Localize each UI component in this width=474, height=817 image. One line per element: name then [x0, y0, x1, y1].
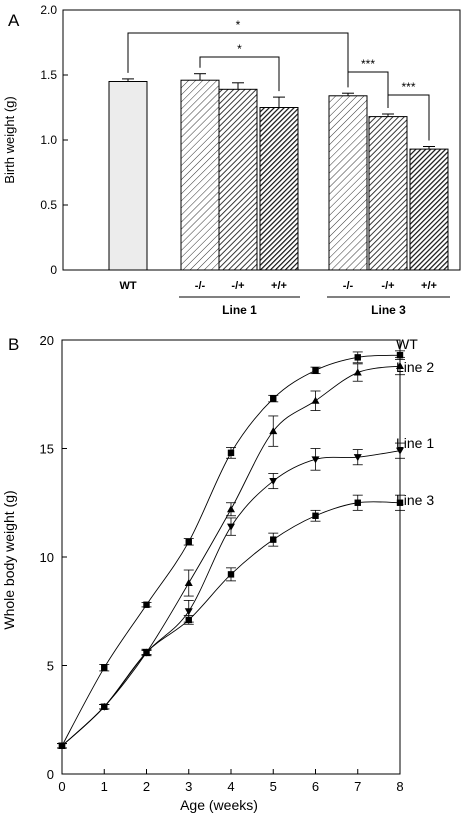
panel-a-y-tick-label: 2.0 — [40, 3, 57, 17]
series-point — [311, 456, 320, 464]
series-line — [61, 450, 401, 747]
bar-label: WT — [119, 280, 136, 292]
series-point — [396, 362, 404, 370]
panel-a-y-tick-label: 1.5 — [40, 68, 57, 82]
bar-label: -/- — [195, 280, 206, 292]
panel-b-y-tick-label: 15 — [40, 442, 54, 457]
panel-a-y-tick-label: 0.5 — [40, 198, 57, 212]
significance-bracket — [199, 56, 280, 92]
group-label: Line 1 — [222, 303, 257, 317]
series-point — [143, 601, 150, 608]
bar — [328, 95, 368, 271]
series-point — [184, 579, 193, 587]
panel-b-x-axis-label: Age (weeks) — [180, 797, 258, 813]
panel-b-frame — [61, 339, 401, 775]
panel-a-letter: A — [8, 11, 20, 30]
panel-a-x-labels: Line 1 Line 3 — [179, 296, 450, 317]
bar-label: +/+ — [421, 280, 437, 292]
series-point — [185, 538, 192, 546]
series-point — [101, 703, 108, 710]
panel-a-significance: ******** — [127, 18, 430, 141]
series-point — [143, 649, 150, 656]
panel-b-x-tick-label: 6 — [312, 779, 319, 794]
series-point — [312, 512, 319, 519]
series-label: Line 2 — [396, 359, 434, 375]
bar — [180, 79, 220, 271]
series-point — [353, 454, 362, 462]
series-line — [61, 365, 401, 747]
series-line — [61, 354, 401, 747]
series-label: Line 3 — [396, 492, 434, 508]
group-label: Line 3 — [371, 303, 406, 317]
bar-label: -/+ — [381, 280, 394, 292]
series-point — [354, 354, 361, 361]
significance-bracket — [347, 71, 389, 108]
series-line — [61, 501, 401, 747]
series-point — [353, 368, 362, 376]
bar — [218, 88, 258, 271]
panel-b-x-tick-label: 4 — [227, 779, 234, 794]
panel-a-y-tick-label: 1.0 — [40, 133, 57, 147]
panel-b-series-labels: WT Line 2 Line 1 Line 3 — [396, 336, 434, 508]
series-point — [396, 351, 404, 359]
series-point — [396, 447, 404, 455]
panel-b-x-tick-label: 0 — [58, 779, 65, 794]
panel-b-x-tick-label: 7 — [354, 779, 361, 794]
bar-label: -/+ — [231, 280, 244, 292]
significance-bracket — [127, 32, 349, 88]
series-point — [101, 664, 108, 671]
series-point — [184, 608, 193, 616]
panel-b-y-tick-label: 5 — [47, 659, 54, 674]
panel-b-x-tick-label: 5 — [270, 779, 277, 794]
panel-b-x-tick-label: 3 — [185, 779, 192, 794]
bar — [368, 116, 408, 271]
series-point — [227, 505, 235, 513]
series-label: WT — [396, 336, 418, 352]
series-point — [58, 742, 66, 749]
series-label: Line 1 — [396, 435, 434, 451]
series-point — [227, 449, 235, 457]
panel-b-y-tick-label: 10 — [40, 550, 54, 565]
series-point — [269, 478, 278, 486]
significance-bracket — [387, 94, 430, 141]
panel-b-y-tick-label: 0 — [47, 767, 54, 782]
series-point — [227, 571, 235, 578]
panel-a-y-tick-label: 0 — [50, 263, 57, 277]
series-point — [396, 499, 404, 506]
series-point — [227, 523, 235, 531]
panel-b-x-tick-label: 8 — [396, 779, 403, 794]
bar — [108, 81, 148, 271]
panel-b-x-tick-label: 2 — [143, 779, 150, 794]
panel-a-y-axis-label: Birth weight (g) — [2, 96, 17, 183]
series-point — [269, 427, 278, 435]
panel-b-y-axis-label: Whole body weight (g) — [1, 490, 17, 629]
bar-label: -/- — [343, 280, 354, 292]
significance-marker: *** — [361, 57, 375, 71]
significance-marker: * — [236, 18, 241, 32]
significance-marker: *** — [401, 80, 415, 94]
panel-b-letter: B — [8, 335, 19, 354]
bar — [409, 148, 449, 271]
panel-a-bars: WT -/- -/+ +/+ -/- -/+ +/+ — [108, 73, 449, 292]
panel-b-lines — [57, 350, 405, 750]
series-point — [270, 536, 277, 543]
bar — [259, 107, 299, 271]
significance-marker: * — [237, 42, 242, 56]
panel-b-axes: 0 1 2 3 4 5 6 7 8 0 5 10 15 20 — [40, 333, 404, 794]
series-point — [354, 499, 361, 506]
panel-b-x-tick-label: 1 — [101, 779, 108, 794]
series-point — [185, 616, 192, 624]
series-point — [270, 395, 277, 402]
panel-b-y-tick-label: 20 — [40, 333, 54, 348]
bar-label: +/+ — [271, 280, 287, 292]
series-point — [312, 367, 319, 374]
series-point — [311, 396, 320, 404]
